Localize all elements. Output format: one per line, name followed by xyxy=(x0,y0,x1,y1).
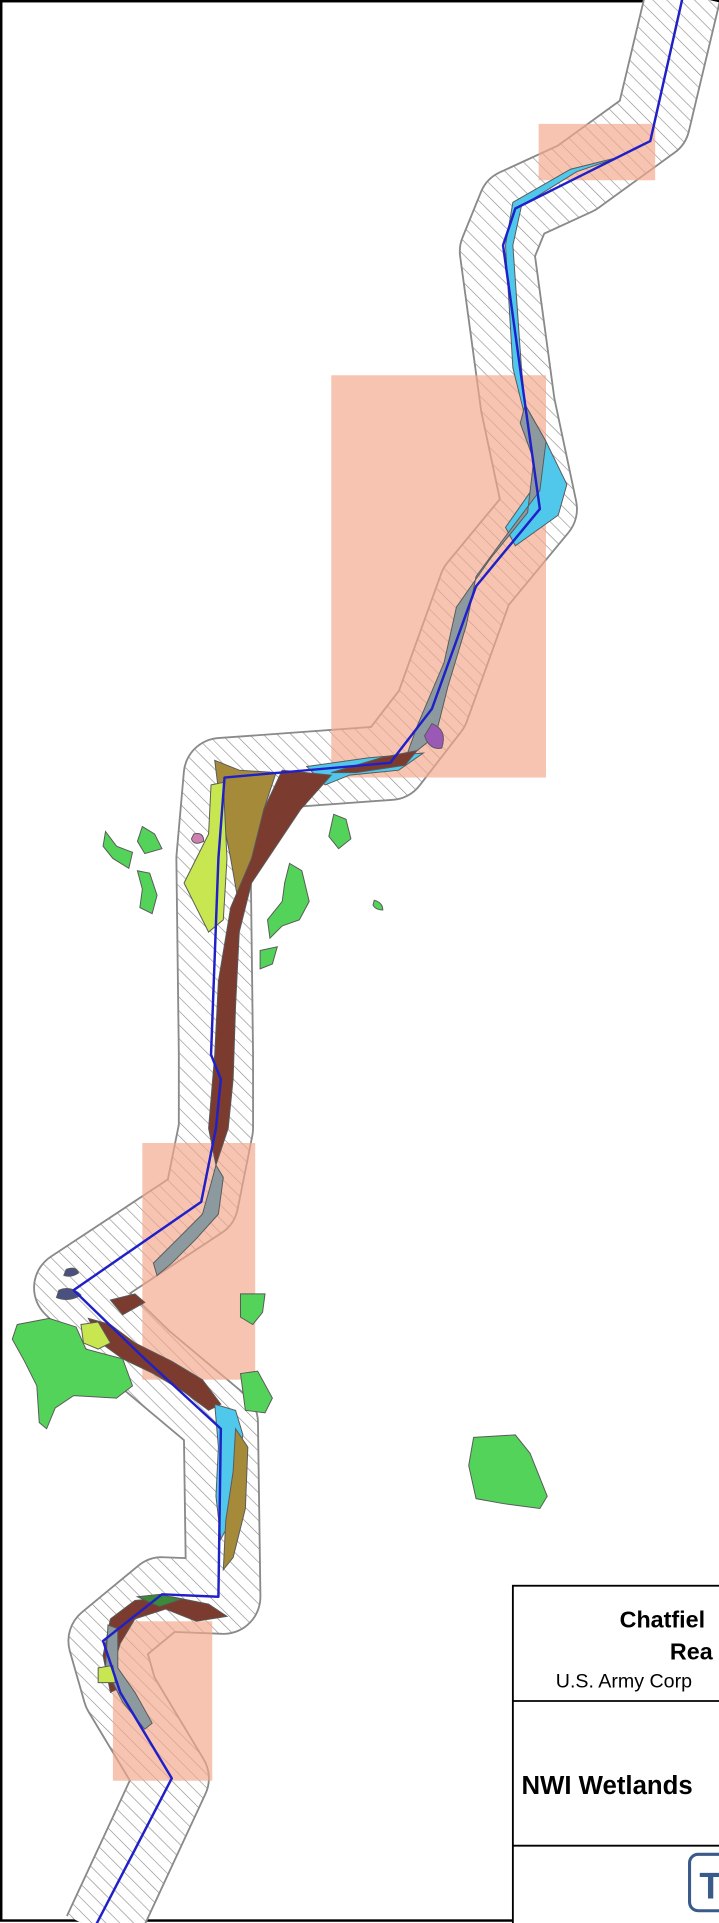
map-title: NWI Wetlands xyxy=(521,1772,692,1800)
wetland-brown xyxy=(208,769,333,1167)
wetland-emergent xyxy=(136,825,163,855)
wetland-gray xyxy=(152,1163,224,1277)
wetland-emergent xyxy=(372,899,384,911)
study-area xyxy=(538,123,656,181)
wetland-emergent xyxy=(136,870,158,915)
project-title: Chatfiel xyxy=(620,1606,705,1632)
wetland-emergent xyxy=(239,1370,273,1414)
wetland-emergent xyxy=(468,1434,548,1510)
logo-frame xyxy=(688,1852,719,1913)
wetlands-emergent xyxy=(11,813,548,1510)
agency-name: U.S. Army Corp xyxy=(556,1671,692,1693)
title-block: Chatfiel Rea U.S. Army Corp NWI Wetlands… xyxy=(511,1584,719,1923)
wetland-pink xyxy=(190,833,205,844)
wetland-emergent xyxy=(266,862,310,940)
wetland-emergent xyxy=(239,1293,266,1326)
wetland-emergent xyxy=(11,1317,134,1430)
wetland-brown xyxy=(109,1293,146,1316)
wetland-lime xyxy=(80,1321,112,1350)
wetland-emergent xyxy=(259,946,278,970)
wetland-emergent xyxy=(328,813,352,850)
wetland-purple xyxy=(423,722,444,749)
logo: T xyxy=(699,1865,719,1906)
title-block-frame xyxy=(511,1584,719,1923)
wetland-olive xyxy=(222,1427,249,1572)
wetland-lime xyxy=(97,1664,116,1684)
project-title: Rea xyxy=(670,1638,714,1664)
stream-line xyxy=(72,0,684,1923)
wetland-emergent xyxy=(102,830,134,870)
